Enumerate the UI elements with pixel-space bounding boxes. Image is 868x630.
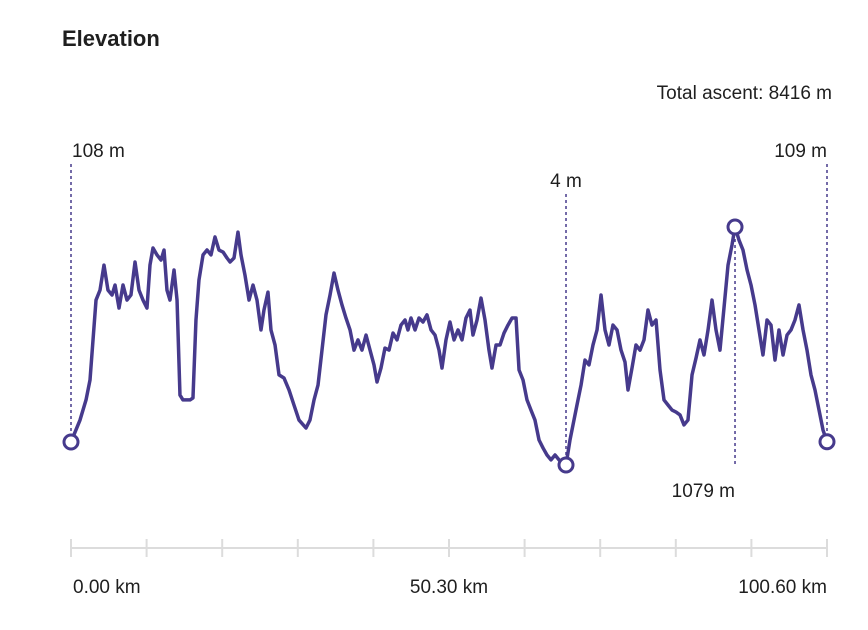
elevation-line [69, 225, 829, 467]
x-tick-label: 100.60 km [738, 577, 827, 598]
marker-point [818, 433, 836, 451]
marker-label: 4 m [550, 171, 582, 192]
total-ascent: Total ascent: 8416 m [657, 83, 832, 104]
chart-title: Elevation [62, 26, 160, 51]
x-tick-label: 0.00 km [73, 577, 141, 598]
marker-point [62, 433, 80, 451]
x-tick-label: 50.30 km [410, 577, 488, 598]
marker-label: 1079 m [672, 481, 735, 502]
marker-label: 109 m [774, 141, 827, 162]
marker-point [726, 218, 744, 236]
marker-point [557, 456, 575, 474]
marker-label: 108 m [72, 141, 125, 162]
